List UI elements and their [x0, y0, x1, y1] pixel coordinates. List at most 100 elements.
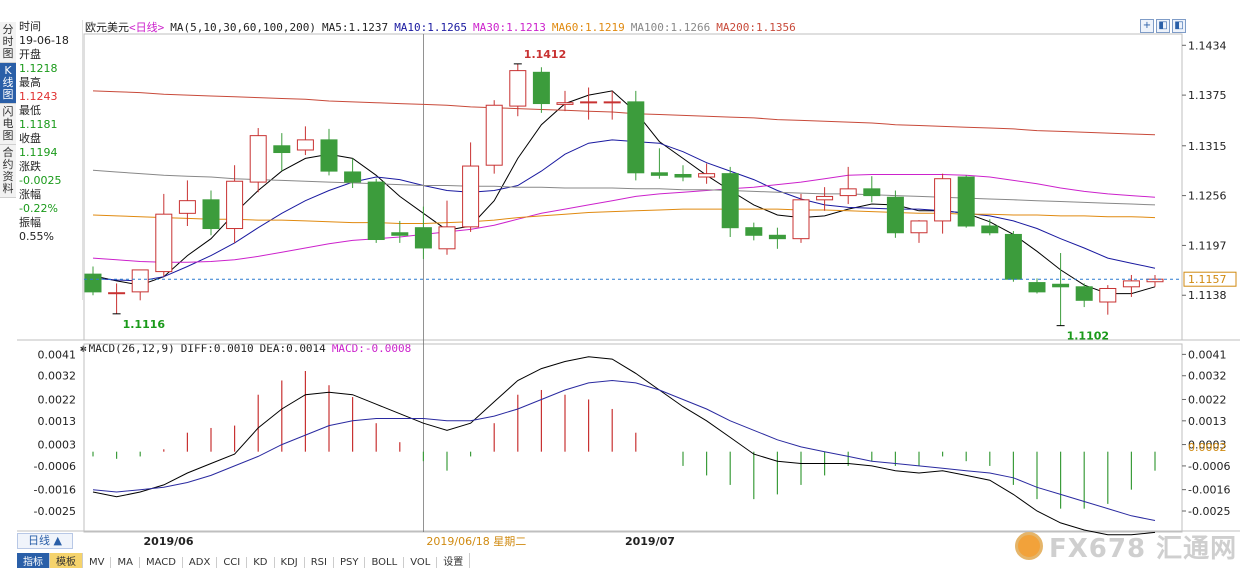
candle: [131, 269, 149, 301]
indicator-tab-adx[interactable]: ADX: [183, 557, 218, 568]
candle: [273, 133, 291, 172]
macd-tick-label-right: 0.0041: [1188, 348, 1227, 361]
price-tick-label: 1.1138: [1188, 289, 1227, 302]
indicator-tab-cci[interactable]: CCI: [217, 557, 248, 568]
time-value: 19-06-18: [19, 34, 69, 47]
candle-body: [1052, 283, 1070, 288]
change-value: -0.0025: [19, 174, 62, 187]
macd-params: MACD(26,12,9): [88, 342, 175, 355]
candle-body: [650, 172, 668, 176]
macd-diff-line: [92, 356, 1156, 536]
amp-label: 振幅: [19, 216, 41, 229]
low-value: 1.1181: [19, 118, 58, 131]
macd-diff: DIFF:0.0010: [180, 342, 254, 355]
macd-legend: ✱ MACD(26,12,9) DIFF:0.0010 DEA:0.0014 MACD:…: [80, 342, 417, 358]
candle-body: [131, 269, 149, 293]
candle-body: [957, 176, 975, 227]
indicator-tab-kdj[interactable]: KDJ: [275, 557, 305, 568]
current-price-box: [1183, 271, 1237, 287]
indicator-tab-boll[interactable]: BOLL: [365, 557, 405, 568]
extreme-label: 1.1116: [123, 318, 166, 331]
time-label: 时间: [19, 20, 41, 33]
pct-label: 涨幅: [19, 188, 41, 201]
indicator-tab-mv[interactable]: MV: [83, 557, 112, 568]
indicator-tab-kd[interactable]: KD: [247, 557, 275, 568]
macd-settings-icon[interactable]: ✱: [80, 342, 87, 355]
macd-plot-frame: [83, 343, 1183, 533]
candle-body: [556, 102, 574, 105]
candle: [226, 165, 244, 243]
ma-legend: 欧元美元<日线> MA(5,10,30,60,100,200) MA5:1.1237…: [85, 19, 802, 35]
macd-tick-label-left: -0.0006: [34, 460, 76, 473]
indicator-tab-psy[interactable]: PSY: [334, 557, 366, 568]
macd-current-label: 0.0002: [1188, 441, 1227, 454]
macd-tick-label-left: 0.0041: [38, 348, 77, 361]
panel-alt-icon[interactable]: ◧: [1172, 19, 1186, 33]
pct-value: -0.22%: [19, 202, 58, 215]
candle: [320, 128, 338, 176]
candle: [745, 222, 763, 241]
macd-tick-label-right: 0.0022: [1188, 393, 1227, 406]
macd-tick-label-left: 0.0013: [38, 415, 77, 428]
candle-body: [414, 227, 432, 249]
candle-body: [273, 145, 291, 154]
candle-body: [367, 181, 385, 241]
candle-body: [1122, 280, 1140, 288]
extreme-label: 1.1102: [1067, 330, 1109, 343]
candle: [863, 176, 881, 203]
x-tick-label: 2019/07: [625, 535, 675, 548]
macd-tick-label-left: 0.0003: [38, 439, 77, 452]
candle: [698, 163, 716, 184]
indicator-tab-macd[interactable]: MACD: [140, 557, 183, 568]
tab-kline[interactable]: K线图: [0, 63, 16, 104]
candle: [1028, 278, 1046, 294]
candle-body: [792, 199, 810, 240]
candle: [532, 67, 550, 113]
price-tick-label: 1.1434: [1188, 39, 1227, 52]
candle: [816, 187, 834, 211]
candle-body: [202, 199, 220, 230]
indicator-tab-指标[interactable]: 指标: [17, 553, 50, 568]
candle: [509, 63, 527, 117]
candle: [721, 166, 739, 237]
macd-tick-label-right: 0.0032: [1188, 370, 1227, 383]
candle: [886, 190, 904, 238]
high-value: 1.1243: [19, 90, 58, 103]
tab-timeshare[interactable]: 分时图: [0, 22, 16, 63]
candle: [367, 178, 385, 243]
candle: [178, 180, 196, 226]
candle: [438, 200, 456, 255]
macd-tick-label-left: -0.0016: [34, 484, 76, 497]
current-price-label: 1.1157: [1188, 273, 1227, 286]
candle: [650, 148, 668, 179]
macd-tick-label-right: 0.0013: [1188, 415, 1227, 428]
candle: [391, 220, 409, 243]
candle: [1146, 274, 1164, 287]
main-plot-frame: [83, 33, 1183, 341]
macd-tick-label-left: -0.0025: [34, 505, 76, 518]
macd-tick-label-right: -0.0006: [1188, 460, 1230, 473]
tab-contract-info[interactable]: 合约资料: [0, 145, 16, 198]
candle-body: [910, 220, 928, 234]
tab-flash[interactable]: 闪电图: [0, 104, 16, 145]
candle: [108, 283, 126, 314]
indicator-tab-ma[interactable]: MA: [111, 557, 140, 568]
period-button[interactable]: 日线 ▲: [17, 533, 73, 549]
indicator-tab-设置[interactable]: 设置: [437, 553, 471, 568]
crosshair-icon[interactable]: +: [1140, 19, 1154, 33]
indicator-tab-vol[interactable]: VOL: [404, 557, 438, 568]
quote-info-panel: 时间 19-06-18 开盘 1.1218 最高 1.1243 最低 1.118…: [17, 20, 83, 300]
candle: [627, 90, 645, 181]
close-value: 1.1194: [19, 146, 58, 159]
candle-body: [108, 292, 126, 295]
indicator-tab-rsi[interactable]: RSI: [305, 557, 334, 568]
candle-body: [320, 139, 338, 172]
candle-body: [934, 178, 952, 222]
high-label: 最高: [19, 76, 41, 89]
indicator-tab-模板[interactable]: 模板: [50, 553, 83, 568]
candle-body: [886, 196, 904, 234]
macd-tick-label-right: -0.0016: [1188, 484, 1230, 497]
watermark: FX678 汇通网: [1015, 531, 1237, 564]
panel-icon[interactable]: ◧: [1156, 19, 1170, 33]
